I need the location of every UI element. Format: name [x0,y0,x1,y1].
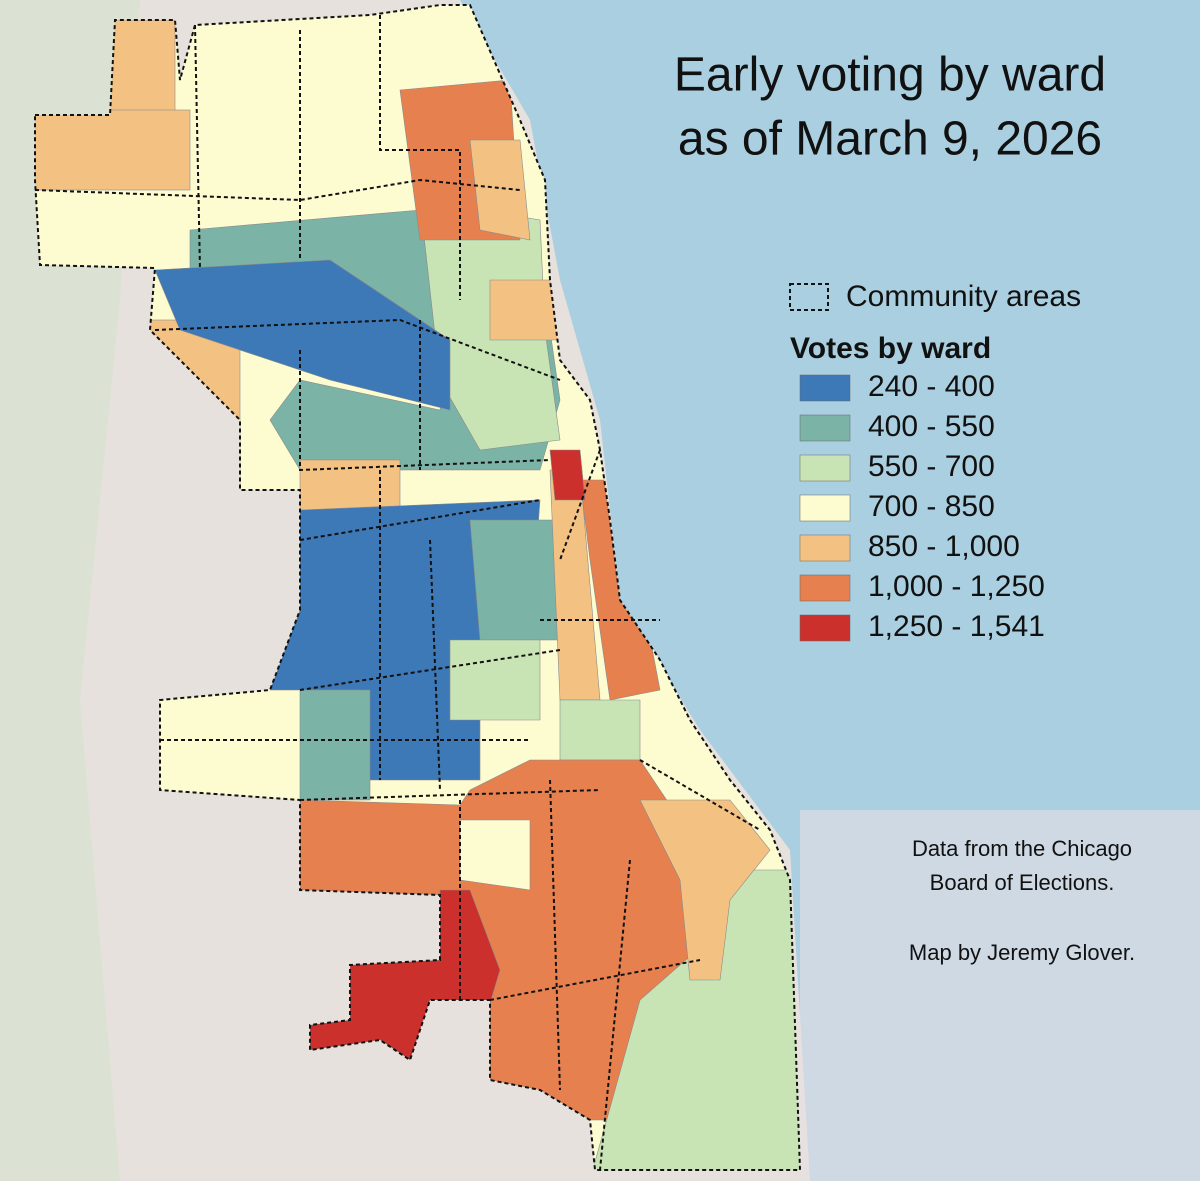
legend-swatch [799,574,851,602]
legend-title: Votes by ward [790,332,991,365]
legend-swatch [799,414,851,442]
legend-label: 1,250 - 1,541 [868,610,1045,643]
ward [299,689,371,801]
ward [469,139,531,241]
ward [459,819,531,891]
legend-entry: Community areas [846,280,1081,313]
title-line: Early voting by ward [674,49,1106,102]
credit: Board of Elections. [930,870,1115,895]
ward [449,639,541,721]
legend-swatch [799,374,851,402]
ward [35,109,191,191]
ward [469,519,561,641]
ward [559,699,641,761]
ward [549,449,586,501]
legend-label: 1,000 - 1,250 [868,570,1045,603]
ward [489,279,561,341]
indiana [800,810,1200,1181]
legend-swatch [799,534,851,562]
legend-swatch [799,494,851,522]
legend-label: 240 - 400 [868,370,995,403]
community-areas [34,4,801,1171]
legend-label: 400 - 550 [868,410,995,443]
ward [154,259,451,411]
legend-label: 850 - 1,000 [868,530,1020,563]
legend-swatch [799,454,851,482]
legend-swatch [799,614,851,642]
community-areas-swatch [789,283,829,311]
community-area-lines [34,15,761,1171]
credit: Data from the Chicago [912,836,1132,861]
legend-label: 700 - 850 [868,490,995,523]
legend-label: 550 - 700 [868,450,995,483]
title-line: as of March 9, 2026 [678,113,1102,166]
ward [639,799,771,981]
credit: Map by Jeremy Glover. [909,940,1135,965]
legend: 240 - 400 400 - 550 550 - 700 700 - 850 850 … [799,370,1045,643]
suburbs [0,0,140,1181]
